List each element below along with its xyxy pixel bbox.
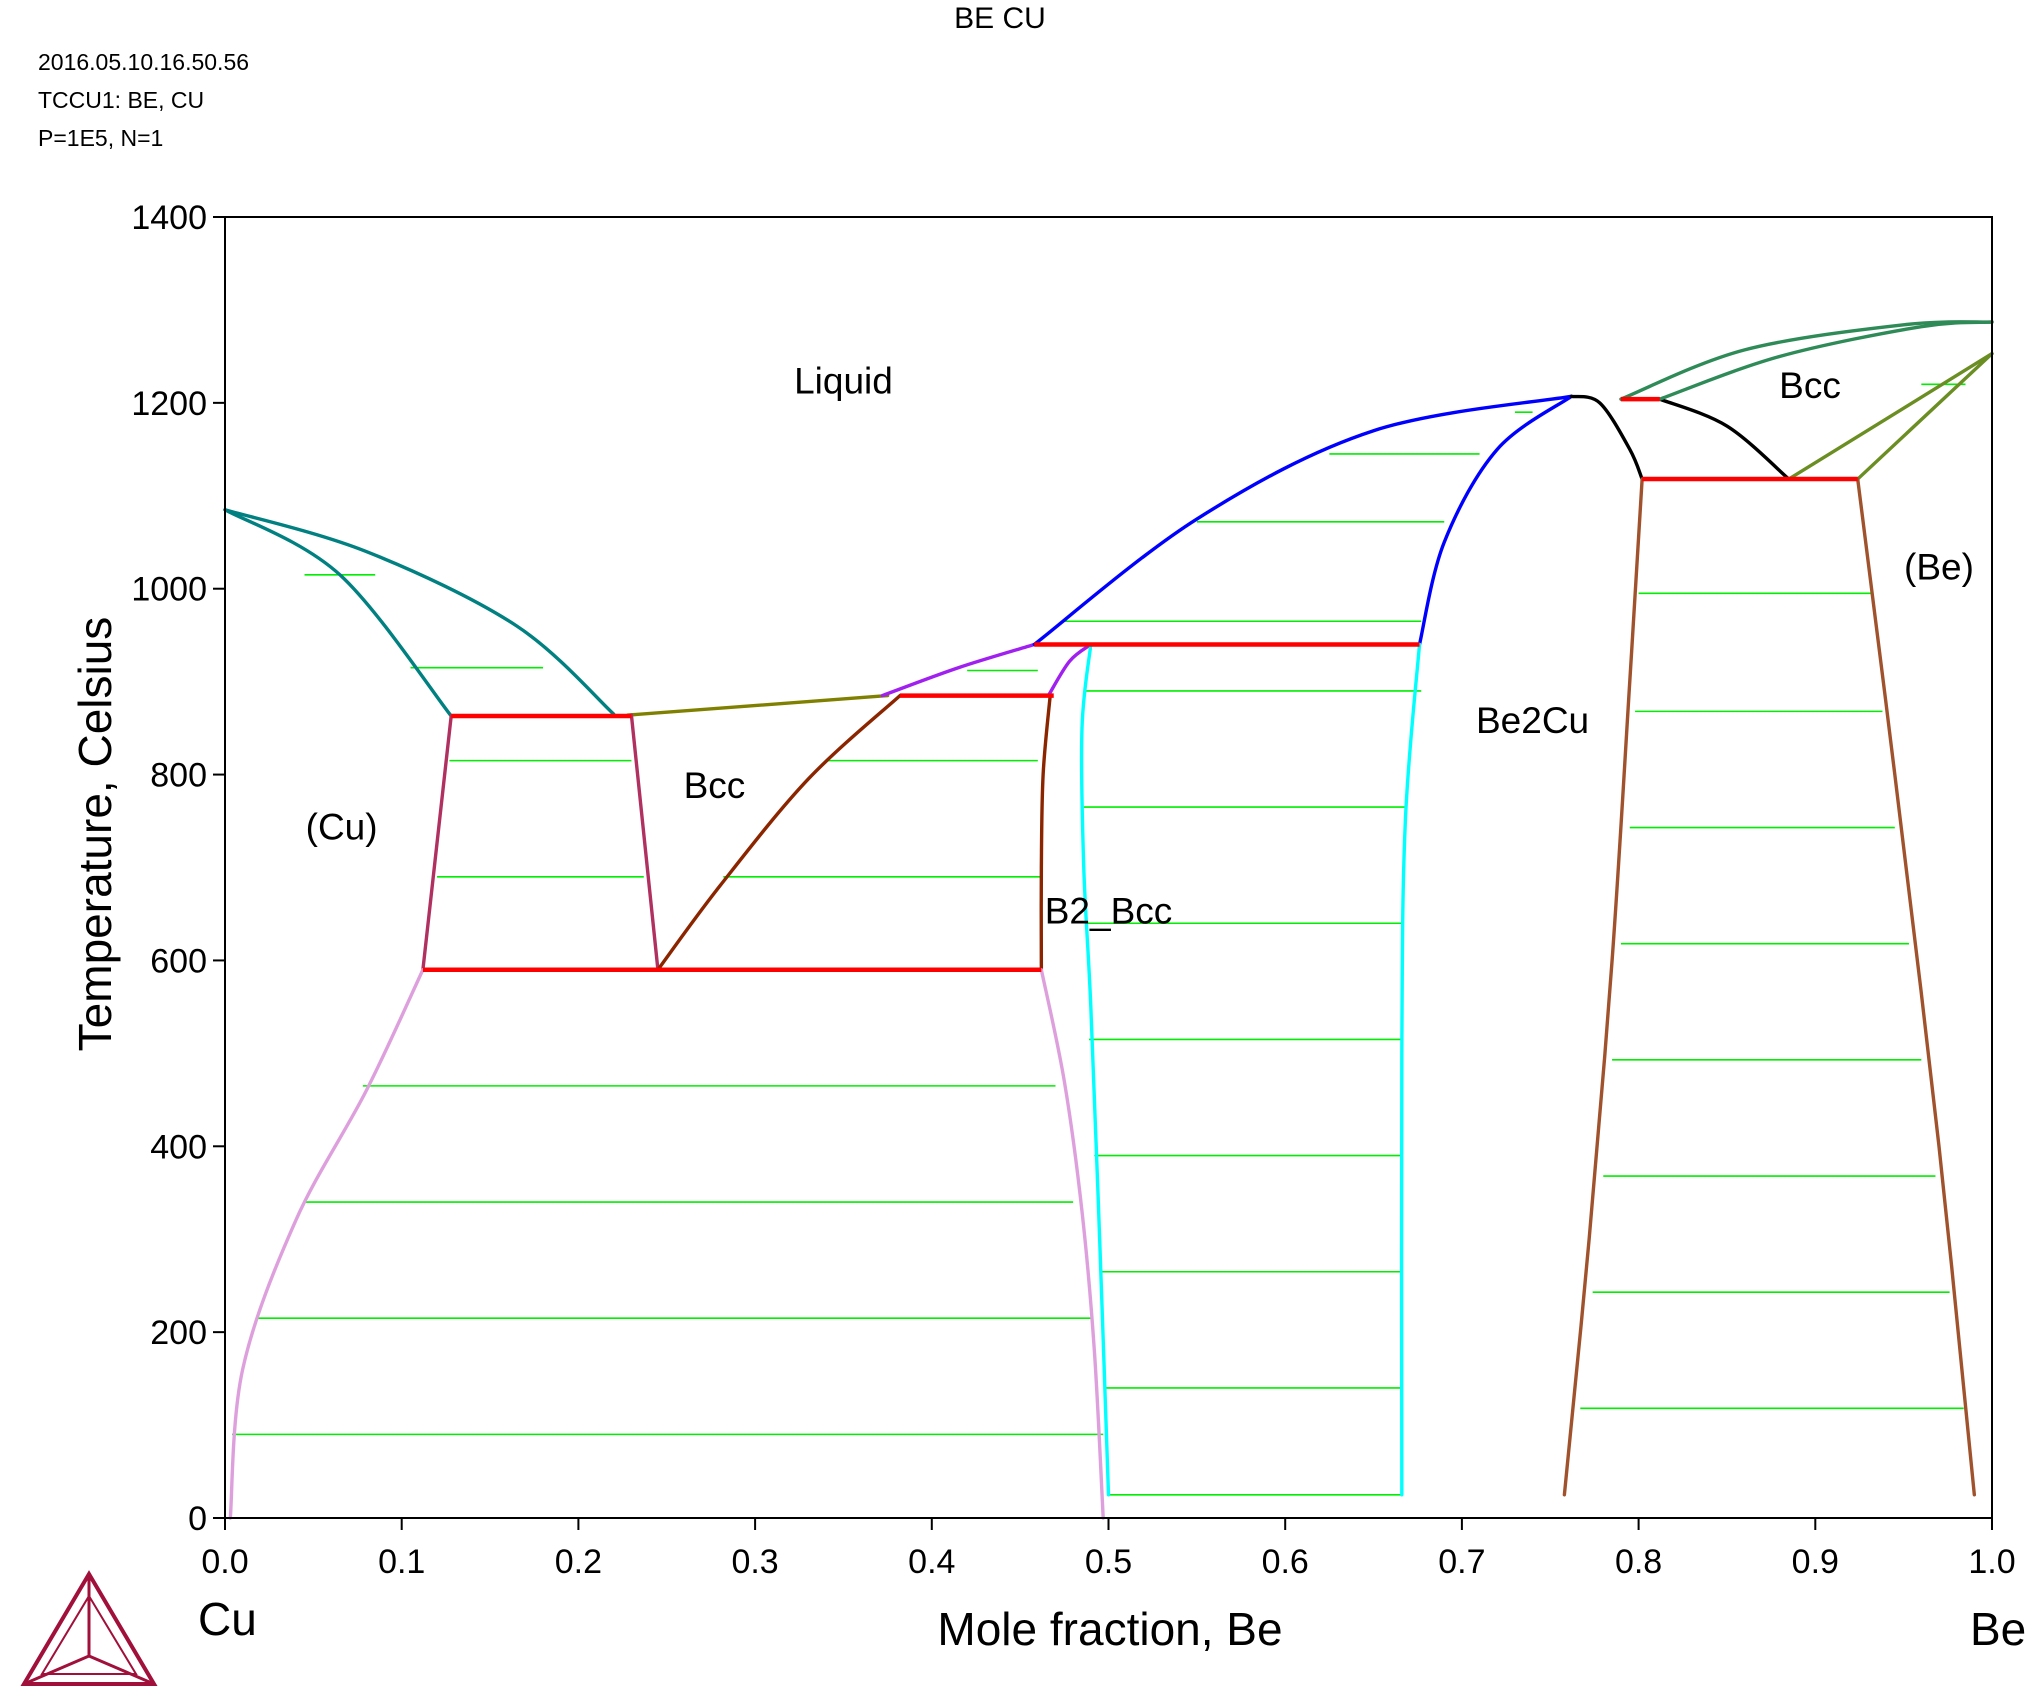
plot-frame (224, 216, 1993, 1519)
phase-boundary-7 (880, 642, 1036, 698)
x-tick-label-4: 0.4 (908, 1543, 955, 1581)
thermo-calc-logo (20, 1570, 158, 1686)
meta-timestamp: 2016.05.10.16.50.56 (38, 49, 249, 75)
y-tick-label-2: 400 (150, 1128, 207, 1166)
meta-database: TCCU1: BE, CU (38, 87, 204, 113)
y-tick-label-5: 1000 (131, 571, 207, 609)
meta-conditions: P=1E5, N=1 (38, 125, 163, 151)
x-tick-label-1: 0.1 (378, 1543, 425, 1581)
phase-boundary-14 (1399, 642, 1422, 1497)
y-tick-label-7: 1400 (131, 199, 207, 237)
region-label-0: Liquid (794, 361, 893, 402)
phase-boundary-20 (1856, 351, 1994, 481)
phase-boundary-13 (1417, 394, 1574, 647)
phase-boundary-8 (1046, 642, 1093, 698)
x-tick-label-0: 0.0 (201, 1543, 248, 1581)
x-tick-label-9: 0.9 (1792, 1543, 1839, 1581)
y-tick-label-3: 600 (150, 942, 207, 980)
region-label-5: Bcc (1779, 365, 1841, 406)
axes: 0.0 0.1 0.2 0.3 0.4 0.5 0.6 0.7 0.8 0.9 1.0 0 200 400… (131, 199, 2015, 1581)
phase-boundary-10 (1039, 968, 1105, 1520)
region-labels: Liquid (Cu) Bcc B2_Bcc Be2Cu Bcc (Be) (306, 361, 1974, 932)
plot-area (223, 320, 1994, 1520)
region-label-2: Bcc (684, 765, 746, 806)
y-axis-label: Temperature, Celsius (69, 617, 121, 1052)
x-tick-label-5: 0.5 (1085, 1543, 1132, 1581)
phase-boundary-0 (223, 508, 453, 718)
region-label-6: (Be) (1904, 546, 1974, 587)
region-label-3: B2_Bcc (1045, 890, 1173, 931)
phase-boundary-4 (629, 713, 660, 972)
phase-boundary-21 (1562, 477, 1644, 1497)
x-end-label-left: Cu (198, 1593, 257, 1645)
phase-boundary-19 (1787, 351, 1994, 481)
y-tick-label-4: 800 (150, 757, 207, 795)
phase-boundary-22 (1856, 477, 1977, 1497)
phase-boundary-15 (1569, 394, 1644, 481)
y-tick-label-1: 200 (150, 1314, 207, 1352)
x-tick-label-10: 1.0 (1968, 1543, 2015, 1581)
region-label-1: (Cu) (306, 807, 378, 848)
phase-boundary-2 (626, 693, 890, 717)
y-tick-label-0: 0 (188, 1500, 207, 1538)
phase-boundary-6 (656, 693, 902, 972)
phase-boundary-18 (1658, 320, 1994, 401)
x-tick-label-7: 0.7 (1438, 1543, 1485, 1581)
x-end-label-right: Be (1970, 1603, 2026, 1655)
phase-boundary-5 (228, 968, 425, 1520)
phase-boundary-1 (223, 508, 616, 716)
phase-boundary-3 (421, 714, 453, 972)
x-tick-label-6: 0.6 (1262, 1543, 1309, 1581)
phase-boundary-12 (1032, 394, 1574, 647)
x-tick-label-3: 0.3 (731, 1543, 778, 1581)
region-label-4: Be2Cu (1476, 700, 1589, 741)
phase-boundary-9 (1039, 693, 1052, 972)
x-axis-label: Mole fraction, Be (937, 1603, 1282, 1655)
chart-title: BE CU (954, 2, 1046, 35)
y-tick-label-6: 1200 (131, 385, 207, 423)
x-tick-label-2: 0.2 (555, 1543, 602, 1581)
phase-boundary-16 (1658, 397, 1791, 481)
phase-boundary-11 (1079, 642, 1111, 1497)
x-tick-label-8: 0.8 (1615, 1543, 1662, 1581)
